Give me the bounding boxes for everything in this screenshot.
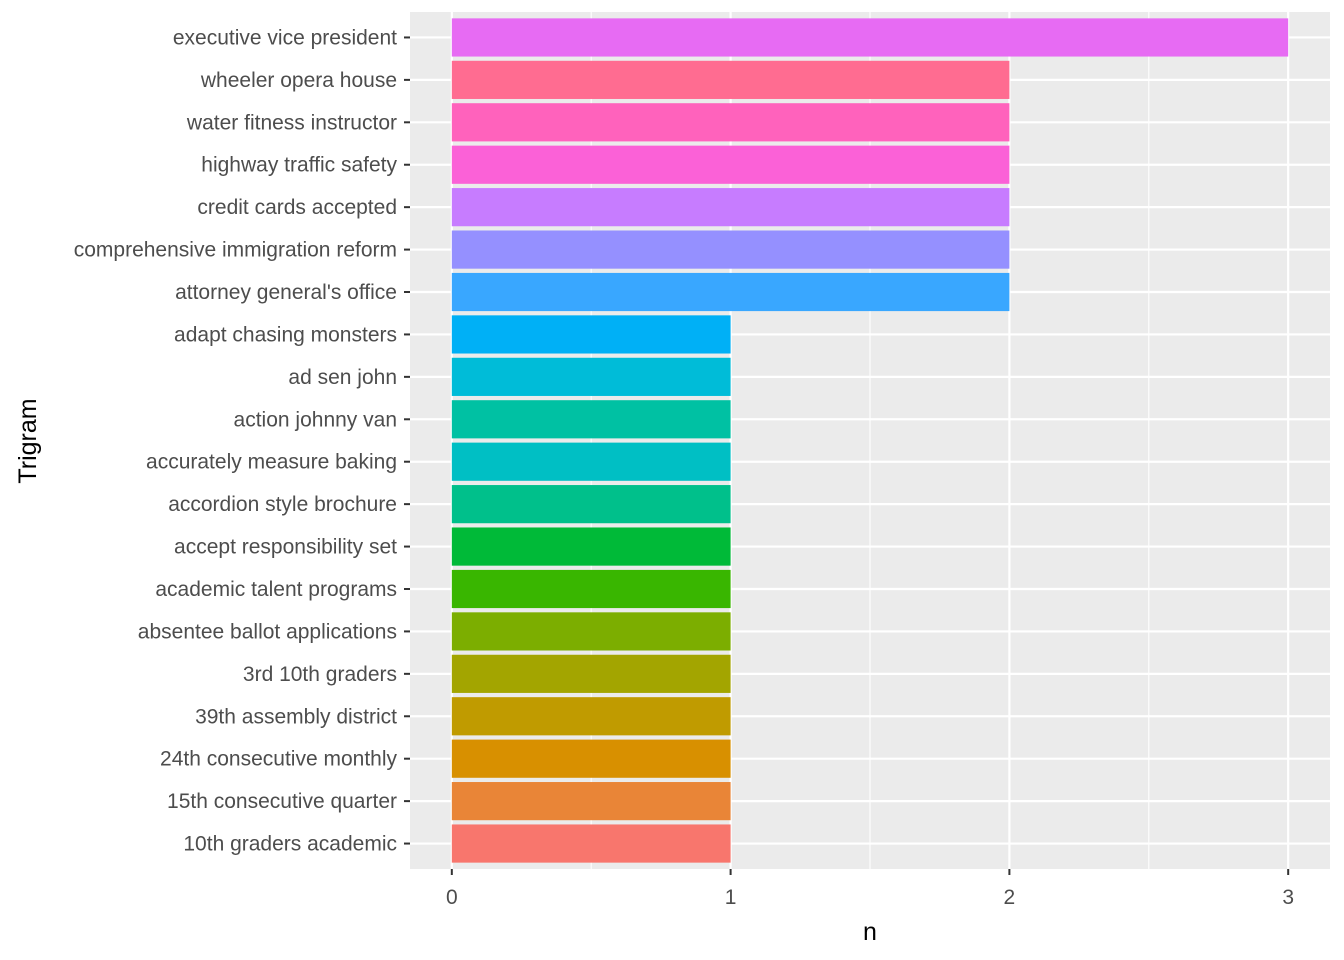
x-tick-label: 1 [725,886,737,909]
y-axis-ticks: executive vice president wheeler opera ho… [74,26,410,856]
bars [451,18,1289,863]
y-tick-label: water fitness instructor [186,111,397,134]
bar [451,272,1010,312]
bar [451,569,731,609]
x-tick-label: 2 [1004,886,1016,909]
bar [451,697,731,736]
y-tick-label: highway traffic safety [201,154,397,177]
y-axis-title: Trigram [14,398,42,483]
y-tick-label: 3rd 10th graders [243,663,397,686]
bar [451,485,731,524]
bar [451,188,1010,227]
y-tick-label: executive vice president [173,26,397,49]
y-tick-label: absentee ballot applications [138,620,397,643]
y-tick-label: 39th assembly district [195,705,397,728]
y-tick-label: 24th consecutive monthly [160,748,397,771]
y-tick-label: action johnny van [234,408,397,431]
x-axis-title: n [863,918,877,946]
bar [451,357,731,396]
bar [451,612,731,651]
y-tick-label: adapt chasing monsters [174,323,397,346]
y-tick-label: academic talent programs [155,578,397,601]
bar [451,527,731,566]
y-tick-label: wheeler opera house [200,69,397,92]
y-tick-label: credit cards accepted [197,196,397,219]
y-tick-label: accept responsibility set [174,536,397,559]
bar [451,824,731,863]
x-tick-label: 3 [1282,886,1294,909]
y-tick-label: 15th consecutive quarter [167,790,397,813]
y-tick-label: 10th graders academic [183,833,397,856]
bar [451,739,731,778]
x-axis-ticks: 0 1 2 3 [446,869,1294,909]
bar [451,400,731,439]
bar [451,442,731,481]
y-tick-label: accurately measure baking [146,451,397,474]
bar [451,103,1010,142]
y-tick-label: ad sen john [288,366,397,389]
bar [451,782,731,821]
x-tick-label: 0 [446,886,458,909]
bar [451,145,1010,184]
bar [451,654,731,693]
bar [451,230,1010,269]
bar [451,60,1010,99]
bar [451,315,731,354]
y-tick-label: comprehensive immigration reform [74,239,397,262]
y-tick-label: attorney general's office [175,281,397,304]
bar [451,18,1289,57]
y-tick-label: accordion style brochure [168,493,397,516]
